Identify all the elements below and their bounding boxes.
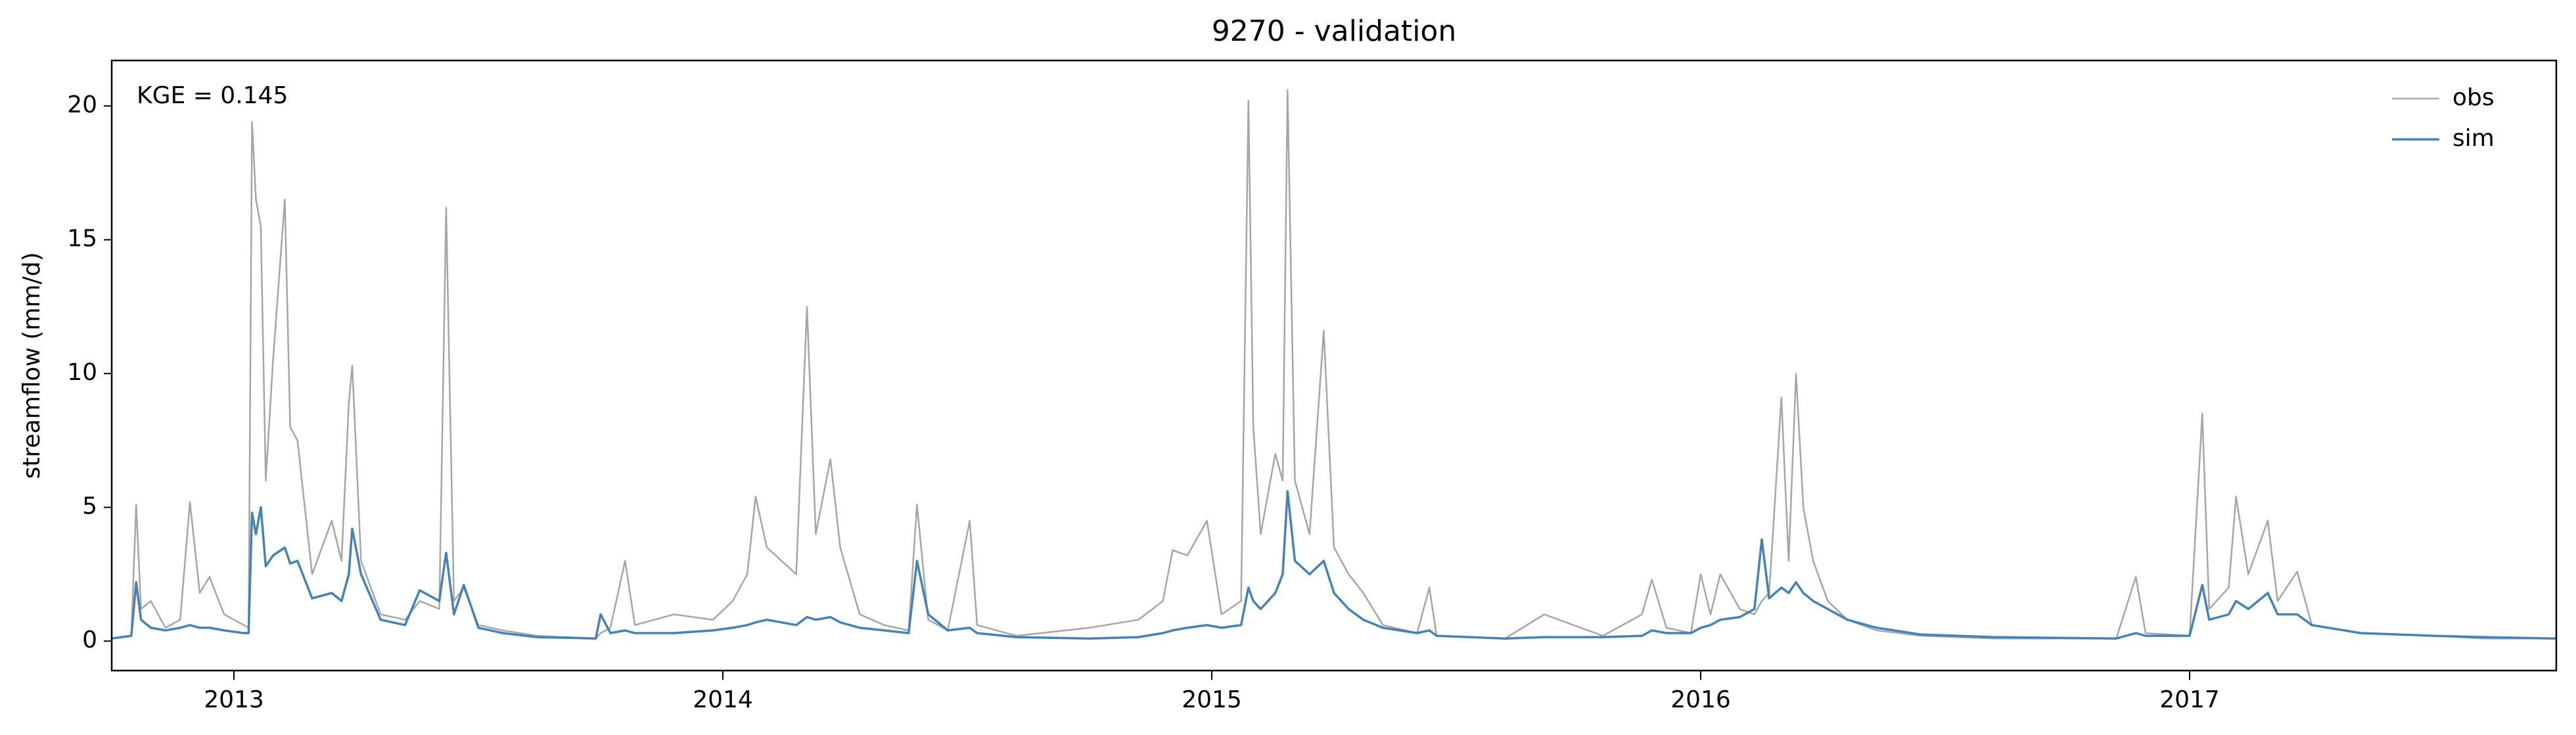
- x-tick-label: 2014: [693, 686, 753, 713]
- x-tick-label: 2017: [2159, 686, 2220, 713]
- y-axis-label: streamflow (mm/d): [18, 252, 45, 479]
- y-tick-label: 15: [67, 225, 97, 252]
- series-line: [111, 89, 2556, 640]
- series-line: [111, 490, 2557, 640]
- legend-label: obs: [2452, 84, 2495, 111]
- y-tick-label: 5: [82, 493, 97, 520]
- x-tick-label: 2015: [1182, 686, 1242, 713]
- legend-label: sim: [2452, 125, 2495, 152]
- x-tick-label: 2016: [1670, 686, 1731, 713]
- annotation: KGE = 0.145: [137, 82, 288, 109]
- y-tick-label: 0: [82, 627, 97, 653]
- x-tick-label: 2013: [204, 686, 264, 713]
- y-tick-label: 20: [67, 91, 97, 118]
- plot-frame: [110, 59, 2558, 672]
- y-tick-label: 10: [67, 359, 97, 386]
- chart-title: 9270 - validation: [1212, 14, 1456, 48]
